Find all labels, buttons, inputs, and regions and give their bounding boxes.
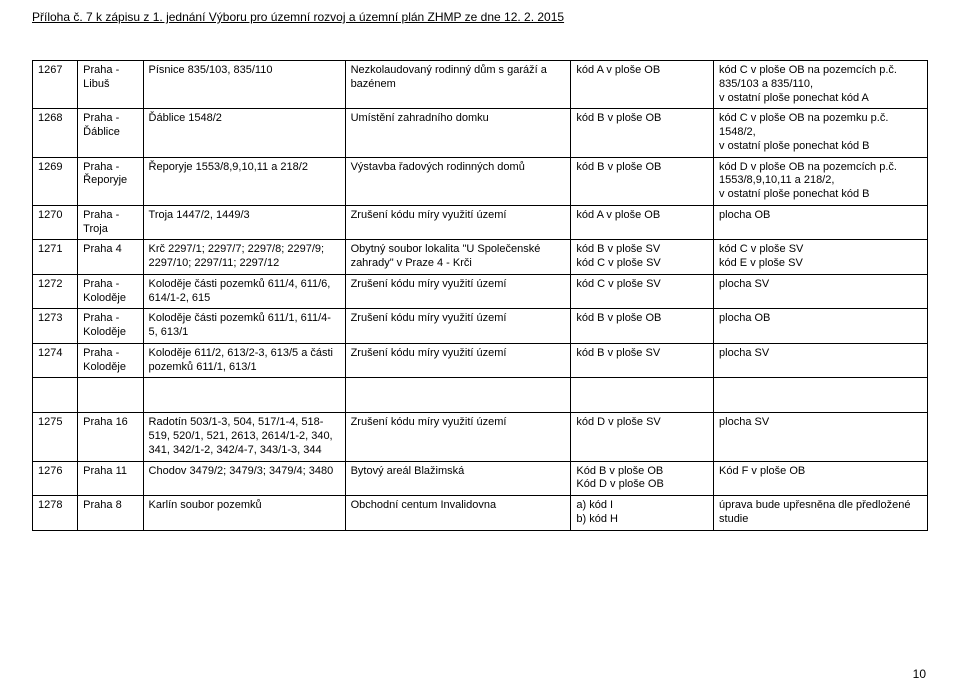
cell-result: kód D v ploše OB na pozemcích p.č. 1553/… (714, 157, 928, 205)
cell-action: Zrušení kódu míry využití území (345, 205, 571, 240)
cell-description: Troja 1447/2, 1449/3 (143, 205, 345, 240)
cell-code: kód B v ploše SV kód C v ploše SV (571, 240, 714, 275)
cell-result: plocha SV (714, 343, 928, 378)
cell-row-number: 1269 (33, 157, 78, 205)
cell-description: Ďáblice 1548/2 (143, 109, 345, 157)
cell-code: a) kód I b) kód H (571, 496, 714, 531)
cell-code: kód B v ploše OB (571, 157, 714, 205)
cell-row-number: 1272 (33, 274, 78, 309)
cell-action: Nezkolaudovaný rodinný dům s garáží a ba… (345, 61, 571, 109)
cell-description: Krč 2297/1; 2297/7; 2297/8; 2297/9; 2297… (143, 240, 345, 275)
cell-action: Obchodní centum Invalidovna (345, 496, 571, 531)
gap-cell (571, 378, 714, 413)
cell-result: plocha OB (714, 205, 928, 240)
cell-description: Písnice 835/103, 835/110 (143, 61, 345, 109)
cell-row-number: 1267 (33, 61, 78, 109)
cell-location: Praha - Libuš (78, 61, 143, 109)
cell-description: Řeporyje 1553/8,9,10,11 a 218/2 (143, 157, 345, 205)
table-row: 1270Praha - TrojaTroja 1447/2, 1449/3Zru… (33, 205, 928, 240)
cell-code: kód B v ploše OB (571, 309, 714, 344)
cell-code: kód B v ploše OB (571, 109, 714, 157)
table-row: 1278Praha 8Karlín soubor pozemkůObchodní… (33, 496, 928, 531)
cell-location: Praha - Koloděje (78, 309, 143, 344)
cell-action: Zrušení kódu míry využití území (345, 309, 571, 344)
cell-result: úprava bude upřesněna dle předložené stu… (714, 496, 928, 531)
cell-code: kód A v ploše OB (571, 205, 714, 240)
table-row: 1269Praha - ŘeporyjeŘeporyje 1553/8,9,10… (33, 157, 928, 205)
cell-row-number: 1276 (33, 461, 78, 496)
gap-row (33, 378, 928, 413)
cell-code: Kód B v ploše OB Kód D v ploše OB (571, 461, 714, 496)
cell-action: Výstavba řadových rodinných domů (345, 157, 571, 205)
cell-location: Praha 11 (78, 461, 143, 496)
table-row: 1268Praha - ĎábliceĎáblice 1548/2Umístěn… (33, 109, 928, 157)
gap-cell (33, 378, 78, 413)
cell-result: kód C v ploše OB na pozemku p.č. 1548/2,… (714, 109, 928, 157)
table-row: 1273Praha - KolodějeKoloděje části pozem… (33, 309, 928, 344)
cell-description: Radotín 503/1-3, 504, 517/1-4, 518-519, … (143, 413, 345, 461)
cell-description: Koloděje části pozemků 611/1, 611/4-5, 6… (143, 309, 345, 344)
gap-cell (78, 378, 143, 413)
cell-row-number: 1275 (33, 413, 78, 461)
cell-description: Koloděje části pozemků 611/4, 611/6, 614… (143, 274, 345, 309)
table-row: 1274Praha - KolodějeKoloděje 611/2, 613/… (33, 343, 928, 378)
cell-action: Umístění zahradního domku (345, 109, 571, 157)
cell-location: Praha - Ďáblice (78, 109, 143, 157)
cell-row-number: 1273 (33, 309, 78, 344)
gap-cell (714, 378, 928, 413)
cell-code: kód B v ploše SV (571, 343, 714, 378)
cell-row-number: 1268 (33, 109, 78, 157)
cell-code: kód A v ploše OB (571, 61, 714, 109)
cell-code: kód C v ploše SV (571, 274, 714, 309)
cell-row-number: 1271 (33, 240, 78, 275)
gap-cell (345, 378, 571, 413)
cell-action: Bytový areál Blažimská (345, 461, 571, 496)
data-table: 1267Praha - LibušPísnice 835/103, 835/11… (32, 60, 928, 531)
cell-location: Praha - Koloděje (78, 274, 143, 309)
cell-description: Karlín soubor pozemků (143, 496, 345, 531)
cell-location: Praha 16 (78, 413, 143, 461)
page-header: Příloha č. 7 k zápisu z 1. jednání Výbor… (32, 10, 564, 24)
cell-result: plocha SV (714, 413, 928, 461)
cell-action: Zrušení kódu míry využití území (345, 343, 571, 378)
cell-row-number: 1278 (33, 496, 78, 531)
cell-result: kód C v ploše SV kód E v ploše SV (714, 240, 928, 275)
cell-result: Kód F v ploše OB (714, 461, 928, 496)
table-row: 1271Praha 4Krč 2297/1; 2297/7; 2297/8; 2… (33, 240, 928, 275)
cell-location: Praha - Řeporyje (78, 157, 143, 205)
cell-result: plocha SV (714, 274, 928, 309)
cell-action: Obytný soubor lokalita "U Společenské za… (345, 240, 571, 275)
cell-code: kód D v ploše SV (571, 413, 714, 461)
cell-result: plocha OB (714, 309, 928, 344)
table-row: 1275Praha 16Radotín 503/1-3, 504, 517/1-… (33, 413, 928, 461)
gap-cell (143, 378, 345, 413)
cell-location: Praha - Troja (78, 205, 143, 240)
table-row: 1267Praha - LibušPísnice 835/103, 835/11… (33, 61, 928, 109)
cell-action: Zrušení kódu míry využití území (345, 413, 571, 461)
cell-location: Praha - Koloděje (78, 343, 143, 378)
cell-action: Zrušení kódu míry využití území (345, 274, 571, 309)
page-number: 10 (913, 667, 926, 681)
cell-location: Praha 8 (78, 496, 143, 531)
cell-location: Praha 4 (78, 240, 143, 275)
data-table-wrap: 1267Praha - LibušPísnice 835/103, 835/11… (32, 60, 928, 531)
cell-result: kód C v ploše OB na pozemcích p.č. 835/1… (714, 61, 928, 109)
cell-description: Chodov 3479/2; 3479/3; 3479/4; 3480 (143, 461, 345, 496)
cell-row-number: 1270 (33, 205, 78, 240)
cell-description: Koloděje 611/2, 613/2-3, 613/5 a části p… (143, 343, 345, 378)
cell-row-number: 1274 (33, 343, 78, 378)
table-row: 1272Praha - KolodějeKoloděje části pozem… (33, 274, 928, 309)
table-row: 1276Praha 11Chodov 3479/2; 3479/3; 3479/… (33, 461, 928, 496)
